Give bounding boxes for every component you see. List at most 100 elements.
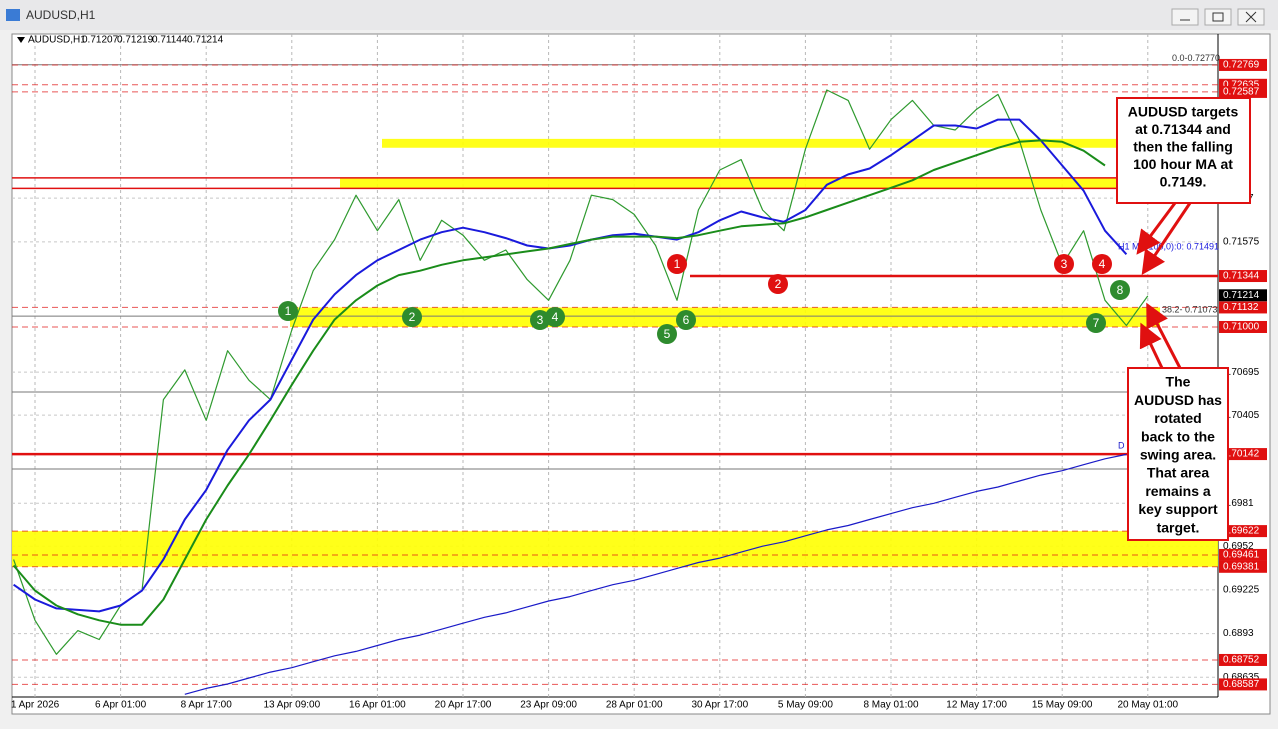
level-label: 0.68752 bbox=[1223, 655, 1260, 666]
level-tag bbox=[1219, 678, 1267, 691]
x-tick-label: 6 Apr 01:00 bbox=[95, 700, 147, 711]
x-tick-label: 28 Apr 01:00 bbox=[606, 700, 663, 711]
annotation-line: back to the bbox=[1141, 428, 1215, 444]
annotation-line: rotated bbox=[1154, 410, 1201, 426]
current-price-tag bbox=[1219, 289, 1267, 302]
swing-marker-label: 1 bbox=[285, 304, 292, 318]
swing-marker-label: 4 bbox=[552, 310, 559, 324]
swing-marker-label: 1 bbox=[674, 257, 681, 271]
y-tick-label: 0.6952 bbox=[1223, 541, 1254, 552]
level-tag bbox=[1219, 653, 1267, 666]
x-tick-label: 16 Apr 01:00 bbox=[349, 700, 406, 711]
annotation-arrow bbox=[1141, 202, 1192, 275]
annotation-line: That area bbox=[1147, 465, 1209, 481]
level-label: 0.70142 bbox=[1223, 449, 1260, 460]
symbol-label: AUDUSD,H1 bbox=[28, 35, 86, 46]
annotation-line: AUDUSD targets bbox=[1128, 104, 1239, 120]
annotation-box bbox=[1116, 97, 1251, 204]
support-zone bbox=[340, 177, 1218, 189]
annotation-line: 100 hour MA at bbox=[1133, 156, 1233, 172]
series-label: D bbox=[1118, 440, 1125, 450]
annotation-line: key support bbox=[1138, 501, 1218, 517]
swing-marker bbox=[278, 301, 298, 321]
y-tick-label: 0.70695 bbox=[1223, 367, 1260, 378]
y-tick-label: 0.71575 bbox=[1223, 236, 1260, 247]
annotation-arrow bbox=[1136, 202, 1177, 255]
swing-marker-label: 3 bbox=[1061, 257, 1068, 271]
swing-marker-label: 3 bbox=[537, 313, 544, 327]
swing-marker bbox=[1086, 313, 1106, 333]
annotation-box bbox=[1127, 367, 1229, 541]
swing-marker-label: 4 bbox=[1099, 257, 1106, 271]
y-tick-label: 0.6981 bbox=[1223, 498, 1254, 509]
window-title: AUDUSD,H1 bbox=[26, 8, 96, 22]
series-line bbox=[184, 453, 1127, 695]
fib-label: 0.0-0.72770 bbox=[1172, 53, 1220, 63]
swing-marker bbox=[667, 254, 687, 274]
swing-marker-label: 7 bbox=[1093, 316, 1100, 330]
swing-marker bbox=[676, 310, 696, 330]
annotation-line: The bbox=[1166, 374, 1191, 390]
chart-overlay: AUDUSD,H1 0.71207 0.71219 0.71144 0.7121… bbox=[11, 35, 1267, 711]
level-tag bbox=[1219, 560, 1267, 573]
level-tag bbox=[1219, 548, 1267, 561]
x-tick-label: 20 Apr 17:00 bbox=[435, 700, 492, 711]
level-label: 0.68587 bbox=[1223, 679, 1260, 690]
level-tag bbox=[1219, 525, 1267, 538]
x-tick-label: 13 Apr 09:00 bbox=[263, 700, 320, 711]
x-tick-label: 23 Apr 09:00 bbox=[520, 700, 577, 711]
chart-underlay bbox=[12, 34, 1218, 697]
x-tick-label: 15 May 09:00 bbox=[1032, 700, 1093, 711]
y-tick-label: 0.70405 bbox=[1223, 410, 1260, 421]
ohlc-close: 0.71214 bbox=[187, 35, 224, 46]
x-tick-label: 8 May 01:00 bbox=[863, 700, 918, 711]
ohlc-low: 0.71144 bbox=[152, 35, 188, 46]
app-icon bbox=[6, 9, 20, 21]
annotation-line: at 0.71344 and bbox=[1135, 121, 1231, 137]
annotation-arrow bbox=[1146, 302, 1182, 369]
level-tag bbox=[1219, 448, 1267, 461]
swing-marker bbox=[402, 307, 422, 327]
fib-label: 38.2- 0.71073 bbox=[1162, 305, 1218, 315]
series-line bbox=[12, 139, 1106, 626]
level-label: 0.72769 bbox=[1223, 60, 1260, 71]
swing-marker bbox=[530, 310, 550, 330]
level-label: 0.71132 bbox=[1223, 302, 1259, 313]
current-price-label: 0.71214 bbox=[1223, 290, 1260, 301]
plot bbox=[12, 89, 1149, 695]
level-tag bbox=[1219, 58, 1267, 71]
annotation-line: target. bbox=[1157, 519, 1200, 535]
x-tick-label: 20 May 01:00 bbox=[1117, 700, 1178, 711]
ohlc-open: 0.71207 bbox=[82, 35, 119, 46]
support-zone bbox=[382, 138, 1117, 148]
chart-area bbox=[11, 33, 1271, 715]
x-tick-label: 1 Apr 2026 bbox=[11, 700, 60, 711]
ohlc-high: 0.71219 bbox=[117, 35, 154, 46]
swing-marker bbox=[1092, 254, 1112, 274]
level-label: 0.71000 bbox=[1223, 322, 1260, 333]
info-toggle[interactable] bbox=[17, 37, 25, 43]
annotation-arrow bbox=[1139, 322, 1164, 369]
maximize-button[interactable] bbox=[1204, 8, 1232, 26]
annotation-line: remains a bbox=[1145, 483, 1211, 499]
swing-marker-label: 2 bbox=[409, 310, 416, 324]
level-label: 0.69461 bbox=[1223, 550, 1260, 561]
level-tag bbox=[1219, 320, 1267, 333]
swing-marker bbox=[1110, 280, 1130, 300]
minimize-button[interactable] bbox=[1171, 8, 1199, 26]
support-zone bbox=[290, 307, 1160, 327]
swing-marker bbox=[545, 307, 565, 327]
annotation-line: then the falling bbox=[1133, 139, 1233, 155]
maximize-glyph bbox=[1212, 12, 1224, 22]
level-label: 0.69622 bbox=[1223, 526, 1260, 537]
swing-marker-label: 6 bbox=[683, 313, 690, 327]
swing-marker-label: 5 bbox=[664, 327, 671, 341]
y-tick-label: 0.69225 bbox=[1223, 585, 1260, 596]
swing-marker bbox=[1054, 254, 1074, 274]
series-line bbox=[13, 118, 1128, 613]
annotation-line: swing area. bbox=[1140, 447, 1216, 463]
close-glyph bbox=[1245, 11, 1257, 23]
ma-label: H1 MA(100,0):0: 0.71491 bbox=[1118, 241, 1219, 251]
level-label: 0.71344 bbox=[1223, 271, 1260, 282]
